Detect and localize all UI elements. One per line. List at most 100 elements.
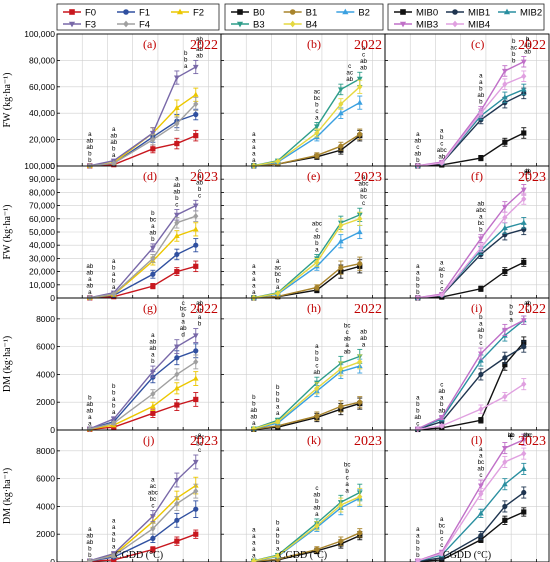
significance-letter: a [151, 477, 155, 484]
significance-letter: c [526, 176, 529, 183]
significance-letter: bc [180, 306, 187, 313]
data-point [314, 522, 320, 529]
panel-year: 2022 [354, 302, 382, 317]
significance-letter: ab [344, 348, 351, 355]
significance-letter: ab [196, 36, 203, 43]
data-point [521, 450, 527, 457]
data-point [478, 417, 484, 423]
data-point [150, 403, 156, 409]
data-point [251, 557, 257, 562]
series-line-F3 [89, 461, 197, 562]
data-point [478, 244, 484, 251]
significance-letter: c [346, 474, 349, 481]
significance-letter: b [479, 334, 483, 341]
legend-marker [176, 8, 184, 15]
legend-label: MIB3 [416, 19, 438, 30]
series-line-F0 [89, 265, 196, 299]
significance-letter: b [151, 358, 155, 365]
panel-label: (i) [471, 301, 482, 315]
significance-letter: ab [110, 139, 117, 146]
data-point [357, 399, 363, 405]
data-point [357, 261, 363, 267]
significance-letter: a [440, 260, 444, 267]
data-point [502, 139, 508, 145]
y-tick-label: 2000 [36, 397, 55, 407]
data-point [111, 419, 117, 427]
significance-letter: a [112, 524, 116, 531]
data-point [478, 155, 484, 161]
data-point [150, 410, 156, 416]
significance-letter: a [276, 284, 280, 291]
significance-letter: a [276, 545, 280, 552]
panel-year: 2022 [354, 38, 382, 53]
data-point [192, 375, 199, 381]
significance-letter: ab [438, 154, 445, 161]
y-tick-label: 0 [50, 557, 55, 562]
data-point [478, 533, 484, 539]
data-point [150, 514, 156, 520]
y-tick-label: 60,000 [29, 214, 55, 224]
significance-letter: bc [344, 461, 351, 468]
panel-label: (k) [307, 433, 321, 447]
significance-letter: abc [359, 181, 369, 188]
data-point [502, 81, 508, 88]
y-tick-label: 8000 [36, 446, 55, 456]
series-line-MIB1 [417, 228, 524, 299]
legend-marker [69, 9, 75, 15]
data-point [111, 160, 117, 167]
significance-letter: a [151, 352, 155, 359]
significance-letter: b [315, 350, 319, 357]
series-line-B2 [253, 231, 361, 299]
significance-letter: b [276, 384, 280, 391]
series-line-F2 [89, 94, 197, 167]
data-point [501, 481, 508, 487]
panel-year: 2022 [518, 302, 546, 317]
data-point [192, 64, 199, 71]
data-point [478, 110, 484, 117]
significance-letter: b [509, 303, 513, 310]
data-point [174, 402, 180, 408]
significance-letter: a [252, 420, 256, 427]
significance-letter: ab [313, 504, 320, 511]
data-point [193, 213, 199, 220]
data-point [275, 158, 281, 165]
legend-marker [400, 9, 406, 15]
significance-letter: b [112, 389, 116, 396]
significance-letter: a [479, 321, 483, 328]
significance-letter: c [362, 51, 365, 58]
significance-letter: ab [313, 491, 320, 498]
data-point [150, 136, 156, 143]
significance-letter: ab [250, 414, 257, 421]
series-line-MIB4 [417, 198, 525, 299]
significance-letter: b [112, 278, 116, 285]
panel-a: 020,00040,00060,00080,000100,000aababbba… [24, 29, 222, 171]
significance-letter: b [112, 145, 116, 152]
significance-letter: ab [196, 300, 203, 307]
significance-letter: a [440, 394, 444, 401]
legend-label: F1 [139, 7, 150, 18]
significance-letter: a [151, 223, 155, 230]
y-tick-label: 100,000 [24, 29, 55, 39]
significance-letter: abc [312, 220, 322, 227]
series-line-MIB1 [417, 346, 525, 430]
y-tick-label: 40,000 [29, 240, 55, 250]
data-point [150, 245, 156, 251]
legend-marker [237, 9, 243, 15]
data-point [193, 506, 199, 512]
data-point [439, 159, 445, 167]
legend-2: B0 B1 B2 B3 B4 [224, 3, 384, 31]
significance-letter: ab [477, 201, 484, 208]
data-point [150, 146, 156, 152]
significance-letter: a [252, 526, 256, 533]
significance-letter: a [112, 284, 116, 291]
data-point [357, 215, 363, 222]
significance-letter: a [252, 263, 256, 270]
data-point [150, 546, 156, 553]
data-point [275, 290, 281, 297]
data-point [520, 187, 527, 193]
significance-letter: a [88, 420, 92, 427]
